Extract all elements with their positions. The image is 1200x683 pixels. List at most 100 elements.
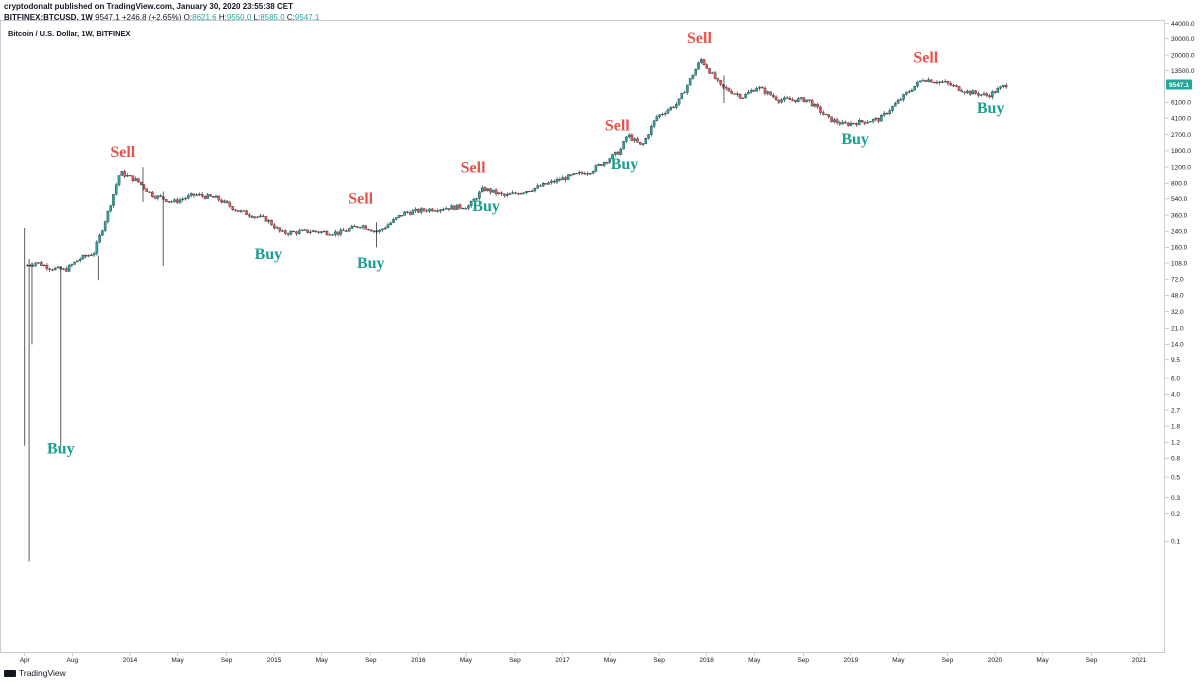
x-tick-label: May	[892, 657, 905, 664]
candle-body	[866, 121, 869, 124]
y-tick-label: 9.5	[1171, 357, 1180, 364]
candle-body	[719, 79, 722, 85]
candle-body	[650, 126, 653, 135]
x-tick-label: Sep	[1086, 657, 1098, 664]
plot-area-frame[interactable]	[0, 20, 1165, 653]
candle-body	[90, 254, 93, 257]
candle-body	[203, 195, 207, 199]
candle-body	[397, 215, 401, 218]
candle-body	[602, 162, 606, 166]
candle-body	[985, 93, 989, 96]
candle-body	[566, 174, 570, 180]
candle-body	[65, 268, 68, 272]
candle-body	[1002, 85, 1005, 87]
candle-body	[406, 211, 409, 213]
candle-body	[722, 84, 725, 88]
candle-body	[37, 262, 40, 264]
candle-body	[680, 93, 684, 99]
buy-annotation: Buy	[255, 246, 283, 263]
candle-body	[594, 165, 598, 172]
candle-body	[999, 86, 1002, 89]
candle-body	[505, 194, 509, 196]
open-label: O:	[183, 13, 193, 22]
candle-body	[228, 202, 232, 207]
candle-body	[383, 227, 387, 230]
low-label: L:	[253, 13, 261, 22]
buy-annotation: Buy	[841, 131, 869, 148]
candle-body	[156, 195, 160, 199]
close-label: C:	[286, 13, 295, 22]
candle-body	[414, 208, 417, 211]
candle-body	[838, 122, 842, 125]
candle-body	[223, 200, 226, 203]
candle-body	[381, 228, 384, 231]
candle-body	[794, 99, 797, 103]
candle-body	[292, 231, 295, 233]
y-tick-label: 13500.0	[1171, 68, 1195, 75]
candle-body	[372, 230, 376, 232]
candle-body	[974, 90, 977, 94]
candle-body	[788, 98, 792, 100]
y-tick-label: 240.0	[1171, 228, 1188, 235]
candle-body	[408, 212, 412, 215]
candle-body	[289, 231, 293, 235]
candle-body	[345, 230, 348, 232]
y-tick-label: 6100.0	[1171, 100, 1191, 107]
candle-body	[675, 103, 678, 108]
y-tick-label: 48.0	[1171, 293, 1184, 300]
candle-body	[827, 114, 831, 117]
candle-body	[109, 205, 112, 212]
symbol-label[interactable]: BITFINEX:BTCUSD, 1W	[4, 13, 93, 22]
candle-body	[231, 206, 234, 210]
candle-body	[395, 217, 398, 220]
tradingview-brand: TradingView	[19, 668, 66, 678]
candle-body	[647, 134, 650, 139]
candle-body	[209, 194, 212, 197]
candle-body	[278, 227, 282, 232]
x-tick-label: May	[1036, 657, 1049, 664]
candle-body	[131, 175, 135, 181]
candle-body	[528, 191, 531, 193]
candle-body	[220, 199, 223, 203]
candle-body	[483, 187, 487, 191]
candle-body	[297, 230, 301, 234]
tradingview-logo[interactable]: TradingView	[4, 668, 66, 678]
candle-body	[217, 195, 221, 201]
candle-body	[189, 193, 193, 196]
candle-body	[780, 99, 783, 103]
candle-body	[930, 79, 933, 83]
candle-body	[239, 210, 243, 212]
y-tick-label: 4.0	[1171, 392, 1180, 399]
candle-body	[145, 188, 148, 192]
candle-body	[444, 208, 448, 210]
high-label: H:	[218, 13, 227, 22]
candle-body	[697, 62, 700, 70]
candle-body	[273, 224, 276, 229]
candle-body	[641, 143, 645, 145]
candle-body	[819, 106, 822, 113]
candle-body	[575, 173, 578, 175]
candle-body	[325, 231, 329, 235]
x-tick-label: 2015	[267, 657, 282, 664]
candle-body	[572, 173, 575, 176]
last-price-badge	[1166, 79, 1192, 90]
candle-body	[128, 175, 132, 177]
candles	[24, 57, 1008, 562]
y-tick-label: 44000.0	[1171, 21, 1195, 28]
candle-body	[924, 80, 928, 82]
candle-body	[322, 231, 326, 233]
sell-annotation: Sell	[110, 144, 135, 161]
candle-body	[688, 78, 692, 86]
candle-body	[486, 188, 490, 191]
candle-body	[309, 231, 312, 233]
candle-body	[76, 260, 79, 263]
y-tick-label: 540.0	[1171, 196, 1188, 203]
candle-body	[979, 94, 983, 96]
candle-body	[120, 171, 124, 176]
candle-body	[910, 90, 914, 92]
candle-body	[663, 113, 667, 115]
x-tick-label: 2019	[844, 657, 859, 664]
candle-body	[708, 68, 711, 74]
candle-body	[894, 103, 897, 107]
